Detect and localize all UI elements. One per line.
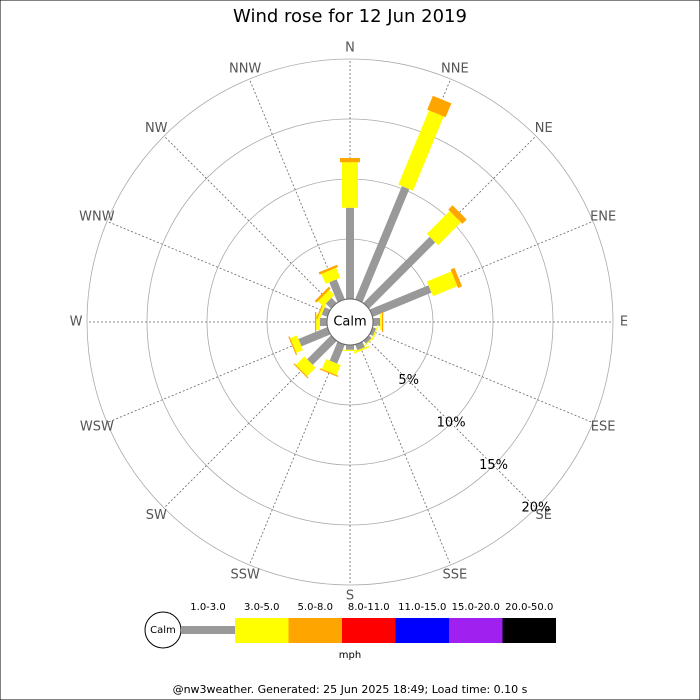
legend-swatch [288,618,342,643]
r-tick-label: 5% [398,373,419,388]
legend-unit: mph [339,650,361,661]
legend-label: 1.0-3.0 [190,602,225,613]
wind-bar [346,345,354,350]
wind-bar [363,335,376,348]
legend-swatch [181,626,235,634]
calm-circle [326,298,374,346]
wind-bar [293,363,309,379]
wind-bar [353,345,370,354]
spoke [358,343,452,566]
wind-bar [319,318,327,326]
chart-title: Wind rose for 12 Jun 2019 [233,6,467,27]
wind-bar [288,336,298,356]
wind-bar [398,110,444,191]
wind-bar [426,271,458,297]
direction-label: WNW [79,210,115,225]
wind-bar [340,158,360,163]
direction-label: ENE [590,210,616,225]
direction-label: NE [535,121,553,136]
direction-label: N [345,41,355,56]
spoke [248,78,342,301]
legend-label: 5.0-8.0 [298,602,333,613]
wind-bar [369,285,432,317]
wind-bar [317,302,327,319]
spoke [365,337,537,509]
legend-swatch [449,618,503,643]
direction-label: WSW [80,419,114,434]
legend-swatch [395,618,449,643]
r-tick-label: 10% [437,416,466,431]
spoke [371,330,594,424]
wind-bar [363,236,436,309]
r-tick-label: 20% [522,500,551,515]
direction-label: SSW [230,568,260,583]
wind-bar [342,349,358,351]
wind-bar [371,324,379,340]
wind-bar [314,286,331,303]
spoke [106,330,329,424]
spoke [248,343,342,566]
wind-bar [315,312,317,332]
wind-bar [369,327,377,336]
ring [86,58,614,586]
wind-bar [290,335,303,353]
spoke [163,135,335,307]
wind-bar [426,211,461,246]
direction-label: W [70,315,83,330]
direction-label: NNW [229,61,261,76]
legend-calm-label: Calm [150,625,176,636]
wind-bar [307,335,337,365]
direction-label: NW [145,121,168,136]
wind-bar [355,186,410,303]
legend-swatch [342,618,396,643]
wind-bar [342,162,358,208]
wind-bar [325,297,337,309]
spoke [106,220,329,314]
wind-bar [382,312,384,332]
r-tick-label: 15% [479,458,508,473]
wind-bar [373,318,381,326]
wind-bar [329,341,345,364]
legend-label: 15.0-20.0 [452,602,500,613]
legend-label: 8.0-11.0 [348,602,390,613]
legend-label: 11.0-15.0 [398,602,446,613]
direction-label: NNE [441,61,469,76]
wind-bar [380,314,382,330]
wind-bar [319,368,339,377]
direction-label: SSE [442,568,467,583]
wind-bar [317,289,335,307]
wind-bar [318,264,338,275]
direction-label: SW [146,508,167,523]
legend-swatch [235,618,289,643]
wind-bar [363,335,372,344]
wind-bar [329,279,345,303]
wind-bar [448,205,467,224]
wind-bar [321,267,341,284]
wind-bar [450,267,463,288]
wind-bar [346,207,354,299]
wind-bar [427,95,452,118]
legend-label: 3.0-5.0 [244,602,279,613]
calm-label: Calm [333,315,366,330]
direction-label: S [346,589,354,604]
wind-bar [321,359,341,376]
wind-bar [295,356,316,377]
direction-label: SE [536,508,552,523]
direction-label: E [620,315,628,330]
wind-bar [298,327,331,347]
direction-label: ESE [591,419,616,434]
footer: @nw3weather. Generated: 25 Jun 2025 18:4… [173,683,528,696]
legend-swatch [502,618,556,643]
legend-label: 20.0-50.0 [505,602,553,613]
